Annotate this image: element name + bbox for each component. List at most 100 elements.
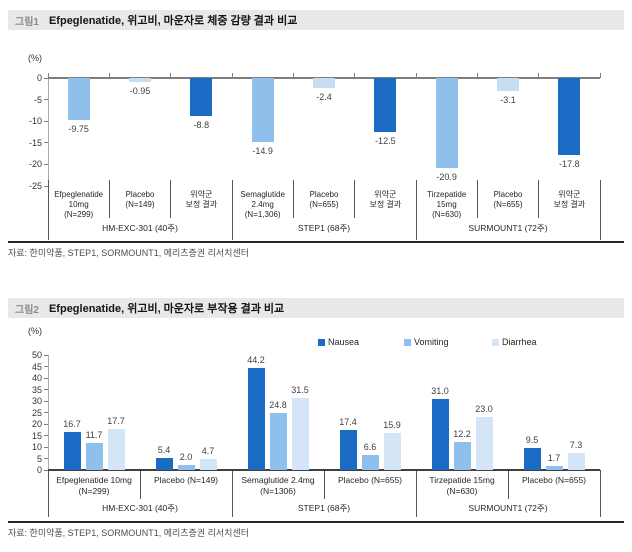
bar [567,453,585,470]
bar-value-label: 15.9 [383,420,401,431]
y-axis-tick [44,99,48,101]
bar [177,465,195,470]
category-label: Placebo (N=655) [337,475,403,485]
group-label: SURMOUNT1 (72주) [468,503,548,513]
category-label: 위약군 [374,190,397,199]
bar-value-label: 1.7 [547,453,561,464]
legend-label-diarrhea: Diarrhea [502,337,537,347]
table-divider [231,186,233,240]
legend-label-nausea: Nausea [328,337,360,347]
bar-value-label: 16.7 [63,418,81,429]
bar [523,448,541,470]
bar [190,78,213,117]
bar [247,368,265,470]
category-label: Efpeglenatide [54,190,104,199]
bar-value-label: 17.7 [107,416,125,427]
category-cell: Placebo (N=655) [477,190,538,210]
zero-axis-tick [415,73,417,78]
category-cell: Placebo (N=655) [508,475,600,486]
figure1-title: Efpeglenatide, 위고비, 마운자로 체중 감량 결과 비교 [48,15,298,27]
category-cell: 위약군 보정 결과 [171,190,232,210]
y-axis-tick-label: 10 [31,442,42,452]
table-divider [507,471,509,499]
bar [155,457,173,470]
table-divider [354,186,356,218]
table-border [599,471,601,517]
bar-value-label: -12.5 [375,136,396,146]
y-axis-tick-label: -25 [28,181,42,191]
bar-value-label: -8.8 [193,120,210,131]
bar [339,429,357,470]
category-axis-tick [292,180,294,186]
bar-value-label: -3.1 [500,95,516,106]
category-cell: 위약군 보정 결과 [355,190,416,210]
category-cell: Tirzepatide 15mg (N=630) [416,190,477,220]
figure1-tag: 그림1 [15,16,39,28]
bar-value-label: 4.7 [201,446,215,457]
category-label: 15mg [436,200,457,209]
bar [107,429,125,470]
group-label: HM-EXC-301 (40주) [102,503,178,513]
bar [435,78,458,169]
bar [545,466,563,470]
bar-value-label: -0.95 [129,86,151,97]
y-axis-tick [44,77,48,79]
category-cell: Placebo (N=149) [109,190,170,210]
bar [269,412,287,470]
category-cell: Semaglutide 2.4mg (N=1,306) [232,190,293,220]
figure1-header: 그림1 Efpeglenatide, 위고비, 마운자로 체중 감량 결과 비교 [8,10,624,30]
category-label: Tirzepatide [427,190,467,199]
bar [558,78,581,155]
category-label: (N=655) [493,200,523,209]
figure2-tag: 그림2 [15,304,39,316]
table-divider [170,186,172,218]
bar-value-label: 11.7 [85,430,103,441]
y-axis-tick-label: -15 [28,137,42,148]
zero-axis-tick [108,73,110,78]
bar-value-label: 31.0 [431,385,449,396]
category-label: (N=655) [309,200,339,209]
y-axis-tick-label: 20 [31,419,42,429]
bar-value-label: 24.8 [269,399,287,410]
y-axis-tick-label: 25 [31,407,42,418]
bar-value-label: 6.6 [363,441,377,452]
zero-axis-tick [231,73,233,78]
category-axis-tick [538,180,540,186]
bar-value-label: -2.4 [316,92,332,103]
category-cell: 위약군 보정 결과 [539,190,600,210]
y-axis-tick-label: -20 [28,159,42,170]
y-axis-line [47,78,49,186]
category-axis-tick [415,180,417,186]
bar [199,459,217,470]
bar-value-label: 12.2 [453,428,471,439]
y-axis-tick-label: 50 [31,350,42,360]
category-label: Tirzepatide 15mg [429,475,495,485]
category-axis-tick [476,180,478,186]
figure1-unit-label: (%) [28,53,42,63]
legend: Nausea Vomiting Diarrhea [0,337,632,349]
category-cell: Placebo (N=655) [324,475,416,486]
y-axis-tick-label: -5 [33,94,42,105]
y-axis-tick-label: 30 [31,396,42,406]
y-axis-tick-label: -10 [28,116,42,127]
bar [63,431,81,470]
category-label: (N=149) [125,200,155,209]
bar [431,398,449,470]
bar-value-label: -20.9 [436,172,457,183]
table-divider [476,186,478,218]
bar-value-label: -9.75 [68,124,89,135]
bar-value-label: 44.2 [247,355,265,366]
group-label: STEP1 (68주) [297,223,351,233]
category-label: (N=299) [78,486,110,496]
category-cell: Placebo (N=149) [140,475,232,486]
y-axis-tick [44,423,48,425]
zero-axis-tick [170,73,172,78]
category-label: (N=299) [64,210,94,219]
figure2-unit-label: (%) [28,326,42,336]
legend-item-vomiting: Vomiting [404,337,449,347]
category-label: (N=1,306) [244,210,281,219]
legend-label-vomiting: Vomiting [414,337,449,347]
category-cell: Placebo (N=655) [293,190,354,210]
bar-value-label: 7.3 [569,440,583,451]
